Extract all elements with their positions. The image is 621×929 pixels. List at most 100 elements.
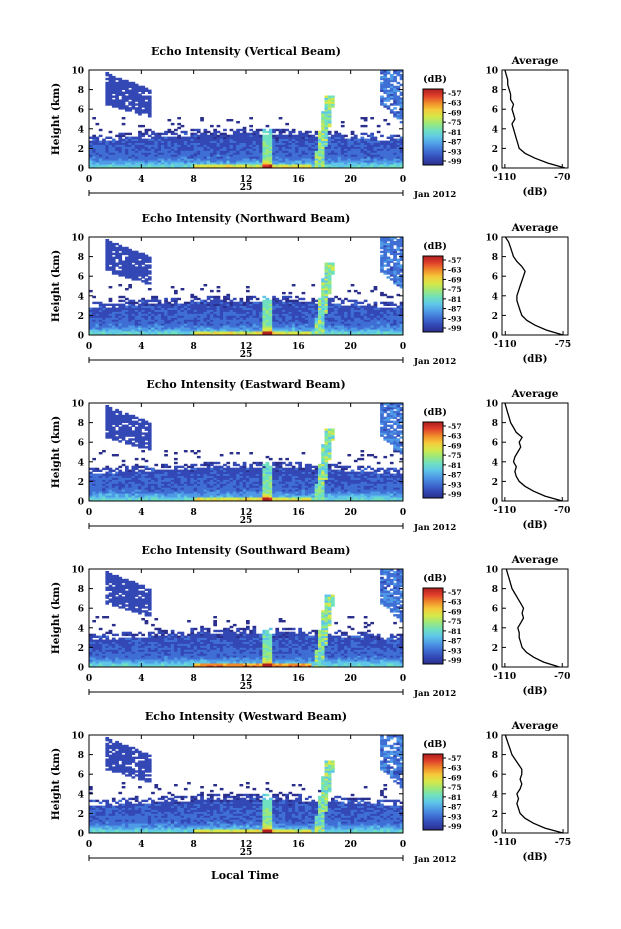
heatmap-cell: [272, 144, 276, 147]
heatmap-cell: [327, 99, 332, 102]
heatmap-cell: [282, 136, 286, 139]
heatmap-cell: [265, 142, 270, 145]
heatmap-cell: [164, 319, 168, 322]
heatmap-cell: [324, 146, 329, 149]
heatmap-cell: [98, 146, 103, 149]
heatmap-cell: [314, 299, 319, 303]
heatmap-cell: [278, 162, 283, 165]
heatmap-cell: [128, 254, 132, 257]
heatmap-cell: [389, 111, 394, 114]
heatmap-cell: [193, 144, 198, 147]
heatmap-cell: [236, 148, 240, 151]
heatmap-cell: [111, 91, 116, 94]
heatmap-cell: [92, 321, 96, 324]
heatmap-cell: [272, 323, 276, 326]
heatmap-cell: [219, 142, 224, 145]
heatmap-cell: [324, 282, 329, 285]
heatmap-cell: [223, 152, 227, 155]
heatmap-cell: [167, 309, 172, 312]
panel-1: Echo Intensity (Vertical Beam)0246810Hei…: [50, 45, 570, 200]
heatmap-cell: [308, 323, 312, 326]
heatmap-cell: [128, 274, 132, 277]
heatmap-cell: [360, 313, 365, 316]
heatmap-cell: [275, 136, 280, 139]
heatmap-cell: [157, 319, 162, 322]
heatmap-cell: [177, 495, 181, 498]
heatmap-cell: [102, 475, 106, 478]
heatmap-cell: [324, 313, 329, 316]
heatmap-cell: [219, 333, 224, 336]
heatmap-cell: [393, 138, 397, 141]
heatmap-cell: [340, 323, 345, 326]
heatmap-cell: [144, 459, 149, 463]
heatmap-cell: [131, 142, 136, 145]
heatmap-cell: [89, 309, 93, 312]
heatmap-cell: [108, 73, 113, 77]
heatmap-cell: [242, 130, 247, 134]
heatmap-cell: [291, 160, 296, 163]
heatmap-cell: [255, 301, 260, 305]
heatmap-cell: [118, 248, 123, 252]
heatmap-cell: [131, 278, 136, 281]
heatmap-cell: [393, 89, 397, 92]
heatmap-cell: [259, 331, 263, 334]
heatmap-cell: [134, 422, 139, 425]
heatmap-cell: [383, 329, 388, 332]
heatmap-cell: [164, 303, 168, 306]
heatmap-cell: [167, 483, 172, 486]
heatmap-cell: [111, 89, 116, 92]
heatmap-cell: [210, 317, 214, 320]
heatmap-cell: [275, 297, 280, 301]
heatmap-cell: [396, 138, 401, 141]
heatmap-cell: [219, 152, 224, 155]
heatmap-cell: [393, 237, 397, 240]
heatmap-cell: [138, 256, 142, 259]
heatmap-cell: [125, 262, 129, 265]
heatmap-cell: [399, 117, 404, 120]
heatmap-cell: [268, 301, 273, 305]
heatmap-cell: [141, 424, 145, 427]
heatmap-cell: [396, 305, 401, 308]
heatmap-cell: [265, 152, 270, 155]
heatmap-cell: [219, 162, 224, 165]
heatmap-cell: [393, 323, 397, 326]
heatmap-cell: [89, 499, 93, 502]
heatmap-cell: [324, 309, 329, 312]
heatmap-cell: [200, 333, 204, 336]
heatmap-cell: [327, 146, 332, 149]
heatmap-cell: [219, 158, 224, 161]
heatmap-cell: [298, 319, 302, 322]
heatmap-cell: [121, 246, 126, 250]
heatmap-cell: [334, 319, 338, 322]
heatmap-cell: [125, 79, 129, 83]
heatmap-cell: [161, 315, 165, 318]
heatmap-cell: [115, 77, 119, 81]
heatmap-cell: [170, 333, 175, 336]
heatmap-cell: [321, 309, 325, 312]
heatmap-cell: [121, 134, 126, 138]
heatmap-cell: [138, 113, 142, 116]
heatmap-cell: [108, 416, 113, 420]
heatmap-cell: [380, 134, 384, 138]
heatmap-cell: [118, 266, 123, 269]
heatmap-cell: [102, 140, 106, 143]
heatmap-cell: [265, 166, 270, 169]
heatmap-cell: [216, 158, 221, 161]
heatmap-cell: [226, 158, 231, 161]
heatmap-cell: [92, 457, 96, 461]
heatmap-cell: [331, 146, 335, 149]
heatmap-cell: [383, 311, 388, 314]
heatmap-cell: [213, 331, 217, 334]
x-tick-label: 20: [344, 175, 357, 185]
heatmap-cell: [268, 315, 273, 318]
heatmap-cell: [223, 313, 227, 316]
heatmap-cell: [223, 325, 227, 328]
heatmap-cell: [164, 481, 168, 484]
heatmap-cell: [301, 140, 306, 143]
heatmap-cell: [95, 489, 100, 492]
heatmap-cell: [393, 93, 397, 96]
heatmap-cell: [236, 156, 240, 159]
heatmap-cell: [111, 430, 116, 433]
heatmap-cell: [105, 258, 110, 261]
heatmap-cell: [383, 323, 388, 326]
